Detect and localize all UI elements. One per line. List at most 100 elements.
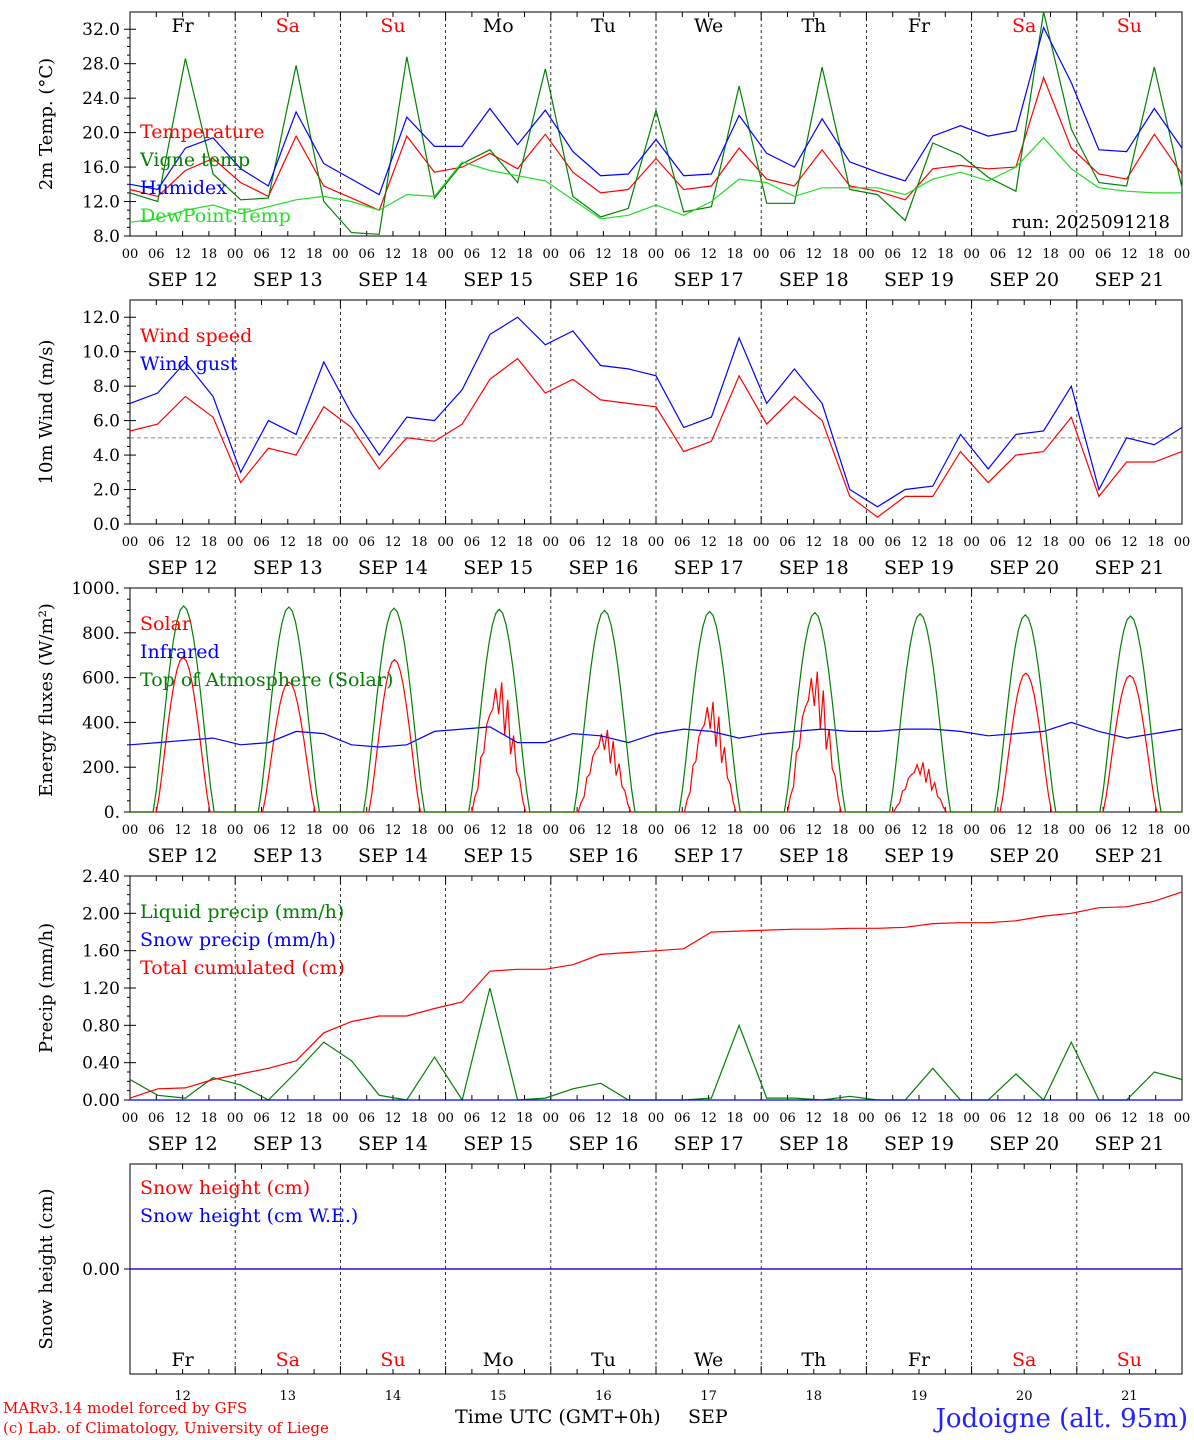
hour-label: 06 <box>884 247 901 262</box>
hour-label: 18 <box>621 1111 638 1126</box>
day-number-label: 16 <box>595 1389 612 1404</box>
weekday-label: Su <box>380 1349 405 1371</box>
hour-label: 00 <box>753 535 770 550</box>
y-tick-label: 0.0 <box>93 515 120 535</box>
hour-label: 00 <box>858 247 875 262</box>
series-line-wind-speed <box>129 357 1183 518</box>
weekday-label: We <box>694 1349 723 1371</box>
legend-entry: Infrared <box>140 641 220 663</box>
hour-label: 06 <box>569 535 586 550</box>
location-label: Jodoigne (alt. 95m) <box>932 1404 1188 1434</box>
hour-label: 18 <box>306 247 323 262</box>
hour-label: 00 <box>332 535 349 550</box>
hour-label: 06 <box>990 1111 1007 1126</box>
hour-label: 00 <box>122 823 139 838</box>
legend-entry: DewPoint Temp <box>140 205 291 227</box>
hour-label: 18 <box>727 823 744 838</box>
date-label: SEP 12 <box>148 557 218 579</box>
day-number-label: 18 <box>806 1389 823 1404</box>
hour-label: 06 <box>148 247 165 262</box>
hour-label: 06 <box>464 535 481 550</box>
y-axis-label: 10m Wind (m/s) <box>36 340 57 485</box>
date-label: SEP 15 <box>463 845 533 867</box>
hour-label: 06 <box>990 823 1007 838</box>
weekday-label: Fr <box>908 15 931 37</box>
weekday-label: Mo <box>483 1349 514 1371</box>
hour-label: 06 <box>884 1111 901 1126</box>
hour-label: 12 <box>174 247 191 262</box>
hour-label: 18 <box>411 247 428 262</box>
hour-label: 18 <box>937 823 954 838</box>
hour-label: 12 <box>490 535 507 550</box>
hour-label: 06 <box>358 1111 375 1126</box>
y-tick-label: 32.0 <box>82 20 120 40</box>
hour-label: 06 <box>884 823 901 838</box>
date-label: SEP 21 <box>1094 845 1164 867</box>
hour-label: 00 <box>543 1111 560 1126</box>
hour-label: 06 <box>253 247 270 262</box>
hour-label: 12 <box>280 823 297 838</box>
hour-label: 00 <box>858 1111 875 1126</box>
y-tick-label: 2.0 <box>93 481 120 501</box>
hour-label: 06 <box>990 247 1007 262</box>
day-number-label: 19 <box>911 1389 928 1404</box>
plot-frame <box>129 587 1183 813</box>
hour-label: 00 <box>1069 823 1086 838</box>
y-tick-label: 0.00 <box>82 1091 120 1111</box>
panel-4: 0.00 0.40 0.80 1.20 1.60 2.00 2.40 Precip (mm/h… <box>36 867 1190 1155</box>
hour-label: 12 <box>280 247 297 262</box>
hour-label: 18 <box>201 823 218 838</box>
hour-label: 06 <box>674 1111 691 1126</box>
y-axis-label: Snow height (cm) <box>36 1188 57 1349</box>
hour-label: 18 <box>937 535 954 550</box>
weekday-label: Sa <box>1012 15 1036 37</box>
hour-label: 00 <box>122 535 139 550</box>
weekday-label: Fr <box>908 1349 931 1371</box>
hour-label: 12 <box>385 1111 402 1126</box>
series-line-wind-gust <box>129 316 1183 508</box>
weekday-label: Tu <box>591 15 616 37</box>
hour-label: 18 <box>306 823 323 838</box>
hour-label: 06 <box>358 535 375 550</box>
plot-frame <box>129 299 1183 525</box>
legend-entry: Snow height (cm) <box>140 1177 310 1199</box>
hour-label: 00 <box>648 1111 665 1126</box>
hour-label: 18 <box>937 1111 954 1126</box>
date-label: SEP 19 <box>884 269 954 291</box>
hour-label: 00 <box>858 535 875 550</box>
date-label: SEP 18 <box>779 557 849 579</box>
hour-label: 06 <box>464 247 481 262</box>
hour-label: 00 <box>648 823 665 838</box>
legend-entry: Top of Atmosphere (Solar) <box>140 669 393 691</box>
hour-label: 00 <box>1174 247 1191 262</box>
y-tick-label: 2.00 <box>82 904 120 924</box>
hour-label: 18 <box>1042 823 1059 838</box>
hour-label: 18 <box>201 535 218 550</box>
hour-label: 00 <box>963 247 980 262</box>
hour-label: 12 <box>1121 247 1138 262</box>
date-label: SEP 20 <box>989 1133 1059 1155</box>
date-label: SEP 12 <box>148 845 218 867</box>
date-label: SEP 16 <box>568 269 638 291</box>
y-tick-label: 600. <box>82 669 120 689</box>
y-tick-label: 12.0 <box>82 308 120 328</box>
y-tick-label: 0.00 <box>82 1260 120 1280</box>
y-tick-label: 0. <box>104 803 120 823</box>
day-number-label: 12 <box>174 1389 191 1404</box>
hour-label: 12 <box>174 535 191 550</box>
date-label: SEP 18 <box>779 845 849 867</box>
hour-label: 06 <box>779 823 796 838</box>
day-number-label: 15 <box>490 1389 507 1404</box>
hour-label: 12 <box>806 1111 823 1126</box>
panel-5: 0.00 Snow height (cm) Fr Sa Su Mo Tu We Th Fr Sa Su… <box>36 1163 1183 1404</box>
hour-label: 18 <box>832 247 849 262</box>
hour-label: 12 <box>174 1111 191 1126</box>
panel-2: 0.0 2.0 4.0 6.0 8.0 10.0 12.0 10m Wind (m/s) 00 0… <box>36 299 1190 579</box>
hour-label: 12 <box>700 823 717 838</box>
weekday-label: Sa <box>276 1349 300 1371</box>
hour-label: 00 <box>332 823 349 838</box>
date-label: SEP 15 <box>463 557 533 579</box>
hour-label: 18 <box>201 247 218 262</box>
date-label: SEP 16 <box>568 1133 638 1155</box>
